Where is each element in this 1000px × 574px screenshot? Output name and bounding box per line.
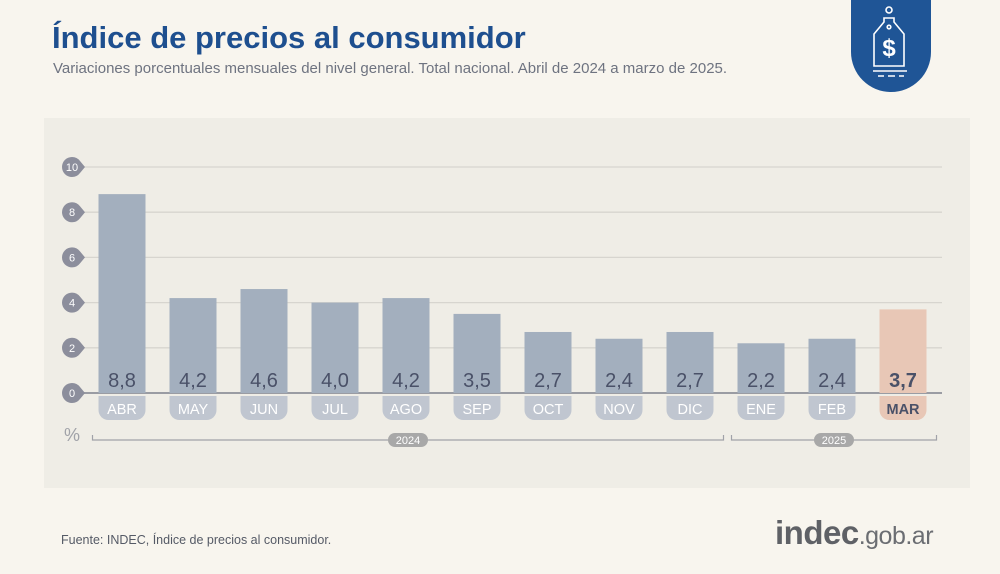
category-label: ABR (107, 402, 137, 418)
category-label: FEB (818, 402, 846, 418)
data-label: 3,5 (463, 370, 491, 392)
bar (453, 313, 501, 393)
data-label: 8,8 (108, 370, 136, 392)
data-label: 2,7 (534, 370, 562, 392)
bar (240, 289, 288, 393)
category-tab (879, 396, 927, 420)
bar (737, 343, 785, 393)
category-label: NOV (603, 402, 635, 418)
y-tick-label: 10 (66, 162, 78, 174)
year-pill (814, 433, 854, 447)
category-label: DIC (678, 402, 703, 418)
bar (311, 302, 359, 393)
svg-text:$: $ (882, 35, 896, 62)
year-label: 2025 (822, 435, 846, 447)
category-tab (98, 396, 146, 420)
bar (98, 194, 146, 393)
data-label: 4,2 (179, 370, 207, 392)
y-axis-label: % (64, 425, 80, 445)
category-label: MAR (886, 402, 920, 418)
source-note: Fuente: INDEC, Índice de precios al cons… (61, 533, 332, 547)
category-label: OCT (533, 402, 564, 418)
data-label: 4,0 (321, 370, 349, 392)
category-label: JUN (250, 402, 278, 418)
y-tick-marker (62, 337, 85, 358)
category-label: JUL (322, 402, 348, 418)
y-tick-marker (62, 157, 85, 177)
y-tick-label: 2 (69, 343, 75, 355)
category-tab (453, 396, 501, 420)
y-tick-marker (62, 247, 85, 268)
category-tab (311, 396, 359, 420)
category-label: AGO (390, 402, 422, 418)
data-label: 4,2 (392, 370, 420, 392)
bar (595, 338, 643, 393)
category-label: SEP (462, 402, 491, 418)
category-tab (524, 396, 572, 420)
data-label: 2,4 (605, 370, 633, 392)
bar (169, 298, 217, 393)
bar (666, 331, 714, 393)
data-label: 2,7 (676, 370, 704, 392)
page-subtitle: Variaciones porcentuales mensuales del n… (53, 60, 728, 77)
y-tick-label: 4 (69, 298, 75, 310)
category-tab (169, 396, 217, 420)
y-tick-label: 0 (69, 388, 75, 400)
category-tab (240, 396, 288, 420)
data-label: 4,6 (250, 370, 278, 392)
data-label: 2,2 (747, 370, 775, 392)
data-label: 2,4 (818, 370, 846, 392)
y-tick-marker (62, 383, 85, 403)
category-tab (595, 396, 643, 420)
page-title: Índice de precios al consumidor (52, 20, 526, 55)
year-label: 2024 (396, 435, 420, 447)
y-tick-marker (62, 292, 85, 313)
category-tab (666, 396, 714, 420)
bar (382, 298, 430, 393)
category-label: MAY (178, 402, 209, 418)
bar (808, 338, 856, 393)
category-tab (382, 396, 430, 420)
bar (524, 331, 572, 393)
category-tab (808, 396, 856, 420)
category-label: ENE (746, 402, 776, 418)
indec-logo: indec.gob.ar (775, 514, 934, 551)
data-label: 3,7 (889, 370, 917, 392)
y-tick-label: 8 (69, 207, 75, 219)
bar (879, 309, 927, 393)
y-tick-label: 6 (69, 252, 75, 264)
y-tick-marker (62, 202, 85, 223)
category-tab (737, 396, 785, 420)
price-tag-dollar-icon: $ (851, 0, 931, 92)
year-pill (388, 433, 428, 447)
